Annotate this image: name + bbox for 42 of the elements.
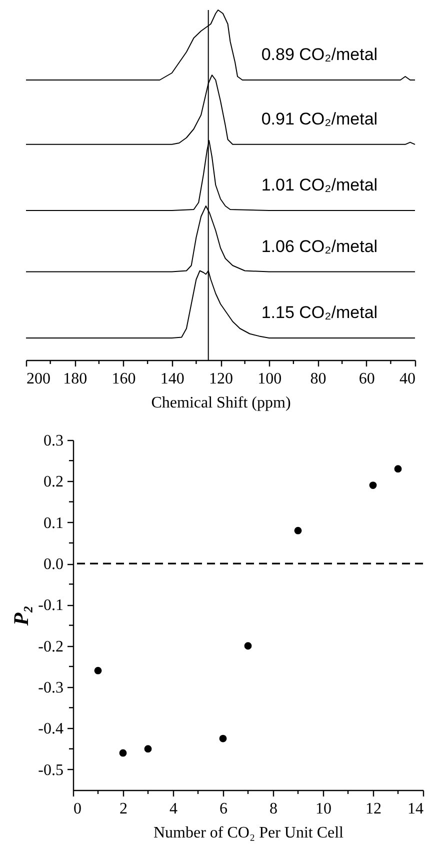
x-tick-label: 180 xyxy=(63,370,88,388)
y-tick-label: -0.5 xyxy=(38,762,64,779)
x-tick-label: 160 xyxy=(112,370,136,388)
x-tick-label: 12 xyxy=(366,800,382,818)
series-label: 1.06 CO₂/metal xyxy=(261,236,378,256)
point xyxy=(219,734,227,742)
y-tick-label: -0.1 xyxy=(38,597,64,614)
x-tick-label: 100 xyxy=(258,370,282,388)
x-tick-label: 140 xyxy=(160,370,184,388)
point xyxy=(294,526,302,534)
x-tick-label: 8 xyxy=(270,800,278,818)
x-tick-label: 120 xyxy=(209,370,233,388)
y-tick-label: -0.3 xyxy=(38,680,64,697)
x-tick-label: 60 xyxy=(358,370,375,388)
x-tick-label: 2 xyxy=(120,800,128,818)
y-tick-label: 0.1 xyxy=(44,514,64,532)
x-axis-title: Chemical Shift (ppm) xyxy=(151,394,291,412)
y-tick-label: -0.2 xyxy=(38,638,64,656)
point xyxy=(394,465,402,473)
y-tick-label: 0.0 xyxy=(44,556,64,574)
x-tick-label: 200 xyxy=(26,370,50,388)
x-tick-label: 14 xyxy=(408,800,424,818)
point xyxy=(94,666,102,674)
x-axis-title: Number of CO₂ Per Unit Cell xyxy=(154,824,344,842)
point xyxy=(144,745,152,753)
point xyxy=(244,642,252,650)
y-tick-label: 0.3 xyxy=(44,432,64,450)
x-tick-label: 10 xyxy=(316,800,332,818)
point xyxy=(369,482,377,489)
x-tick-label: 80 xyxy=(310,370,326,388)
y-tick-label: -0.4 xyxy=(38,720,64,738)
series-label: 0.91 CO₂/metal xyxy=(261,109,378,128)
x-tick-label: 0 xyxy=(74,800,82,818)
x-tick-label: 40 xyxy=(400,370,416,388)
y-axis-title: P₂ xyxy=(9,605,34,627)
point xyxy=(119,749,127,757)
x-tick-label: 6 xyxy=(220,800,228,818)
series-label: 1.15 CO₂/metal xyxy=(261,302,378,322)
series-label: 0.89 CO₂/metal xyxy=(261,45,378,64)
series-label: 1.01 CO₂/metal xyxy=(261,176,378,195)
x-tick-label: 4 xyxy=(170,800,178,818)
y-tick-label: 0.2 xyxy=(44,474,64,491)
